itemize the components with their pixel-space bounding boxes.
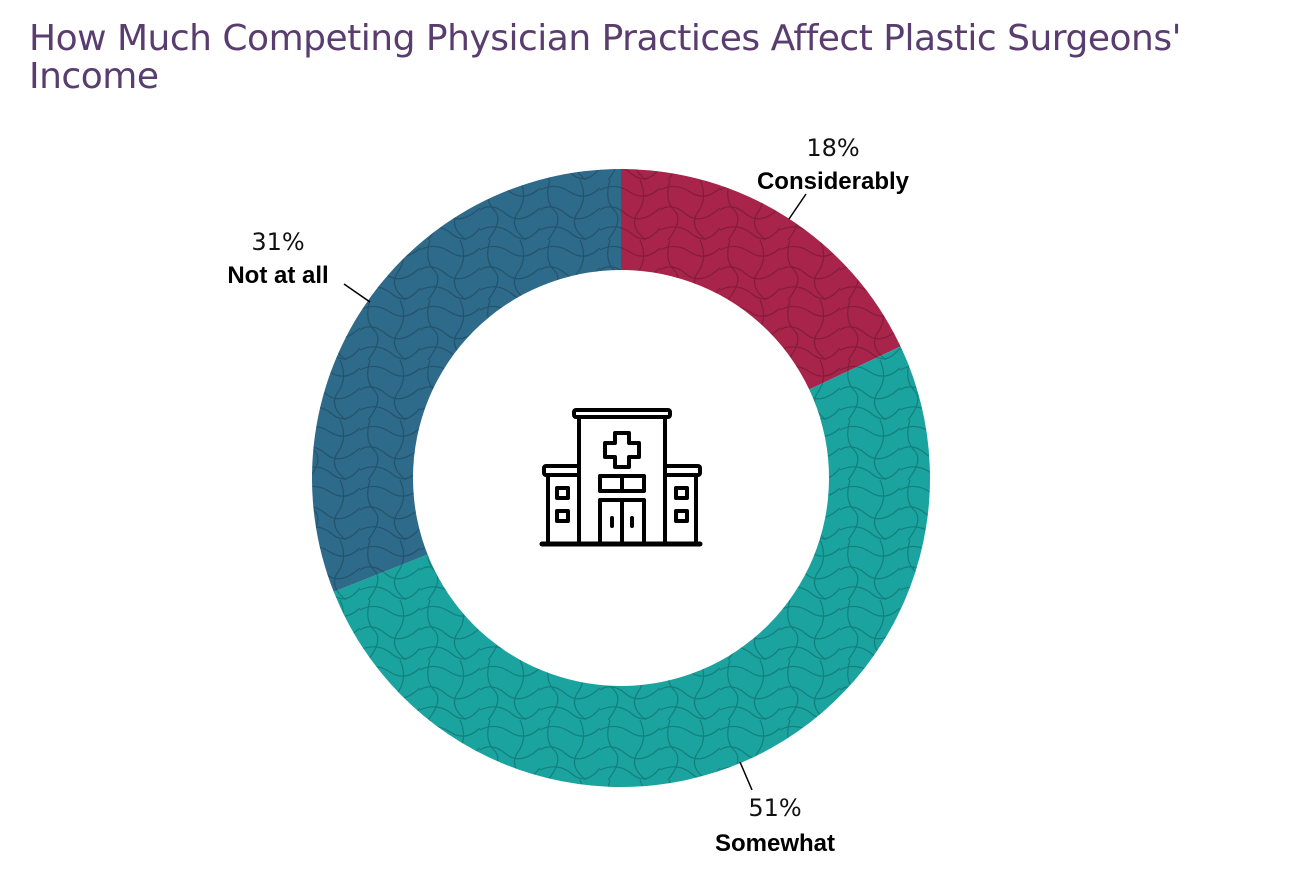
- not-at-all-pct: 31%: [251, 228, 304, 256]
- considerably-label: Considerably: [757, 168, 910, 195]
- chart-title-line1: How Much Competing Physician Practices A…: [29, 18, 1181, 59]
- not-at-all-label: Not at all: [227, 262, 328, 289]
- somewhat-label: Somewhat: [715, 830, 835, 857]
- hospital-icon: [539, 408, 703, 547]
- leader-line-considerably: [788, 193, 807, 220]
- leader-line-not-at-all: [343, 283, 371, 303]
- chart-title-line2: Income: [29, 56, 159, 97]
- considerably-pct: 18%: [806, 134, 859, 162]
- leader-line-somewhat: [739, 761, 753, 791]
- chart-title: How Much Competing Physician Practices A…: [29, 20, 1229, 96]
- somewhat-pct: 51%: [748, 794, 801, 822]
